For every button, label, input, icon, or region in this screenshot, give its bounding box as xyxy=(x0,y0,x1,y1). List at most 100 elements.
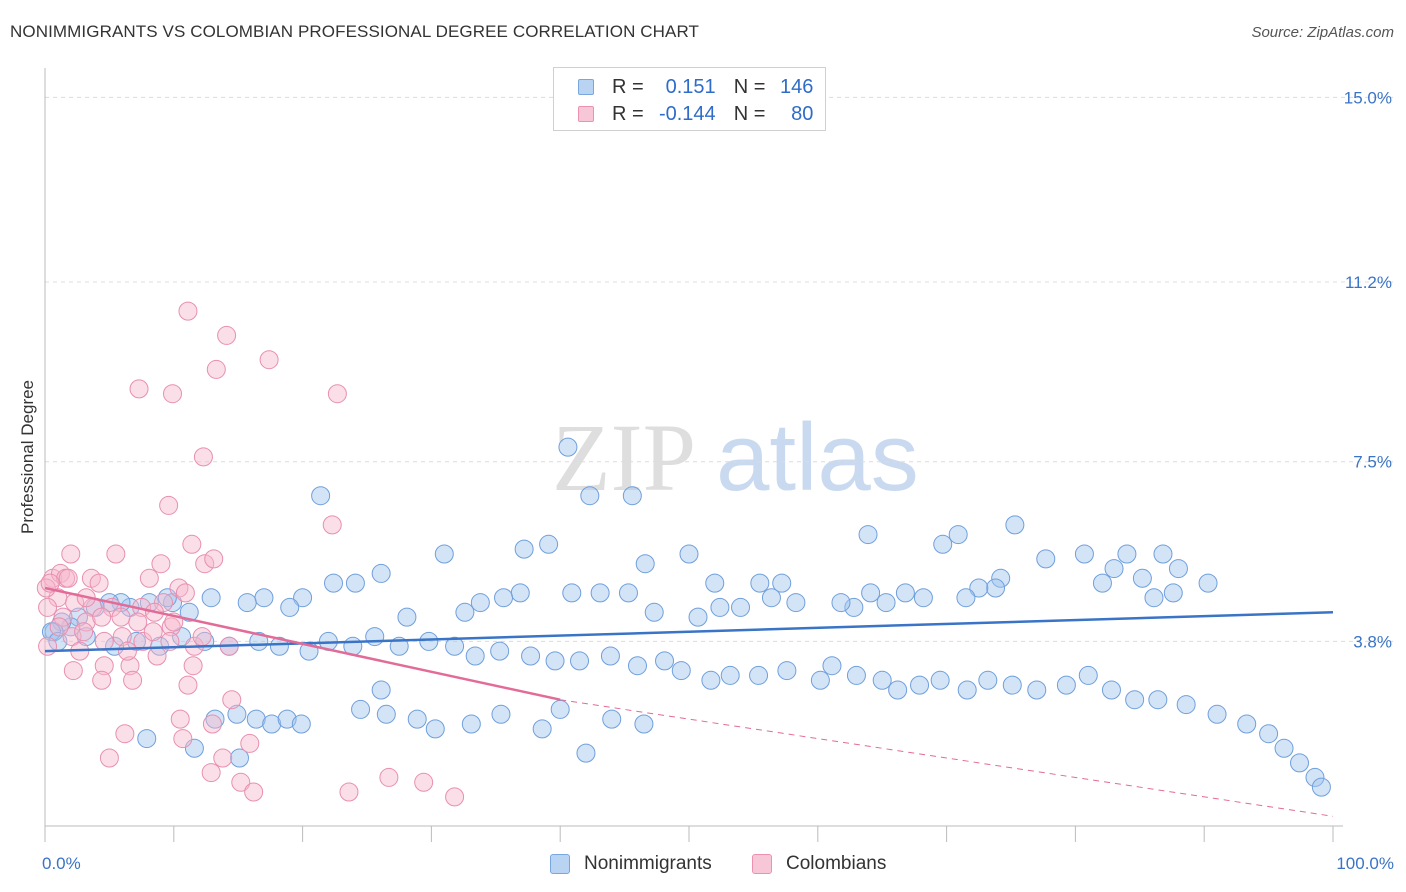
point-colombians xyxy=(231,772,251,792)
point-nonimmigrants xyxy=(1002,675,1022,695)
point-nonimmigrants xyxy=(948,525,968,545)
legend-n-label: N = xyxy=(733,102,766,125)
point-nonimmigrants xyxy=(293,588,313,608)
point-nonimmigrants xyxy=(810,670,830,690)
point-nonimmigrants xyxy=(550,699,570,719)
point-nonimmigrants xyxy=(749,665,769,685)
point-nonimmigrants xyxy=(490,641,510,661)
point-nonimmigrants xyxy=(969,578,989,598)
point-nonimmigrants xyxy=(510,583,530,603)
point-nonimmigrants xyxy=(822,656,842,676)
point-nonimmigrants xyxy=(1163,583,1183,603)
point-colombians xyxy=(169,578,189,598)
tick-labels: 3.8% 7.5% 11.2% 15.0% 0.0% 100.0% xyxy=(42,88,1394,873)
point-colombians xyxy=(339,782,359,802)
point-colombians xyxy=(99,748,119,768)
legend-r-label: R = xyxy=(612,75,644,98)
point-nonimmigrants xyxy=(957,680,977,700)
point-colombians xyxy=(159,495,179,515)
bottom-legend-swatch-pink xyxy=(752,854,772,874)
point-nonimmigrants xyxy=(397,607,417,627)
point-colombians xyxy=(173,729,193,749)
point-nonimmigrants xyxy=(465,646,485,666)
point-colombians xyxy=(38,597,58,617)
point-nonimmigrants xyxy=(701,670,721,690)
point-colombians xyxy=(38,636,58,656)
point-colombians xyxy=(63,661,83,681)
point-nonimmigrants xyxy=(913,588,933,608)
point-colombians xyxy=(240,733,260,753)
point-nonimmigrants xyxy=(1259,724,1279,744)
point-colombians xyxy=(163,384,183,404)
point-nonimmigrants xyxy=(786,593,806,613)
point-colombians xyxy=(89,573,109,593)
point-nonimmigrants xyxy=(262,714,282,734)
point-colombians xyxy=(322,515,342,535)
point-colombians xyxy=(193,447,213,467)
legend-row-nonimmigrants: R = 0.151 N = 146 xyxy=(578,75,813,99)
point-nonimmigrants xyxy=(635,554,655,574)
bottom-legend-swatch-blue xyxy=(550,854,570,874)
point-nonimmigrants xyxy=(1305,767,1325,787)
point-nonimmigrants xyxy=(858,525,878,545)
point-nonimmigrants xyxy=(371,680,391,700)
point-nonimmigrants xyxy=(618,583,638,603)
data-points xyxy=(36,301,1331,807)
point-nonimmigrants xyxy=(705,573,725,593)
point-nonimmigrants xyxy=(179,602,199,622)
point-nonimmigrants xyxy=(445,636,465,656)
point-nonimmigrants xyxy=(237,593,257,613)
trend-line-colombians xyxy=(44,586,561,701)
point-nonimmigrants xyxy=(991,568,1011,588)
point-nonimmigrants xyxy=(731,597,751,617)
point-nonimmigrants xyxy=(434,544,454,564)
point-nonimmigrants xyxy=(1153,544,1173,564)
legend-n-value: 80 xyxy=(791,102,814,125)
point-nonimmigrants xyxy=(539,534,559,554)
point-colombians xyxy=(139,568,159,588)
point-colombians xyxy=(192,627,212,647)
point-nonimmigrants xyxy=(254,588,274,608)
point-nonimmigrants xyxy=(137,729,157,749)
point-nonimmigrants xyxy=(229,748,249,768)
point-colombians xyxy=(92,670,112,690)
point-nonimmigrants xyxy=(634,714,654,734)
point-colombians xyxy=(161,617,181,637)
point-nonimmigrants xyxy=(1027,680,1047,700)
point-nonimmigrants xyxy=(545,651,565,671)
point-nonimmigrants xyxy=(861,583,881,603)
point-colombians xyxy=(58,568,78,588)
point-nonimmigrants xyxy=(1168,559,1188,579)
point-nonimmigrants xyxy=(777,661,797,681)
y-tick-label: 3.8% xyxy=(1353,632,1392,651)
gridlines xyxy=(45,96,1393,642)
point-nonimmigrants xyxy=(1092,573,1112,593)
point-nonimmigrants xyxy=(772,573,792,593)
y-tick-label: 11.2% xyxy=(1345,273,1392,292)
x-tick-label-min: 0.0% xyxy=(42,854,81,873)
point-nonimmigrants xyxy=(876,593,896,613)
trend-line-colombians-extension xyxy=(560,699,1334,817)
point-colombians xyxy=(379,767,399,787)
point-colombians xyxy=(259,350,279,370)
point-colombians xyxy=(244,782,264,802)
point-colombians xyxy=(414,772,434,792)
point-nonimmigrants xyxy=(844,597,864,617)
point-colombians xyxy=(94,631,114,651)
point-nonimmigrants xyxy=(407,709,427,729)
point-nonimmigrants xyxy=(1117,544,1137,564)
point-nonimmigrants xyxy=(491,704,511,724)
point-colombians xyxy=(129,379,149,399)
point-nonimmigrants xyxy=(345,573,365,593)
point-nonimmigrants xyxy=(1104,559,1124,579)
point-colombians xyxy=(160,631,180,651)
point-nonimmigrants xyxy=(622,486,642,506)
point-colombians xyxy=(147,646,167,666)
point-nonimmigrants xyxy=(558,437,578,457)
point-nonimmigrants xyxy=(1311,777,1331,797)
point-colombians xyxy=(61,544,81,564)
point-nonimmigrants xyxy=(1036,549,1056,569)
point-colombians xyxy=(206,359,226,379)
point-nonimmigrants xyxy=(201,588,221,608)
